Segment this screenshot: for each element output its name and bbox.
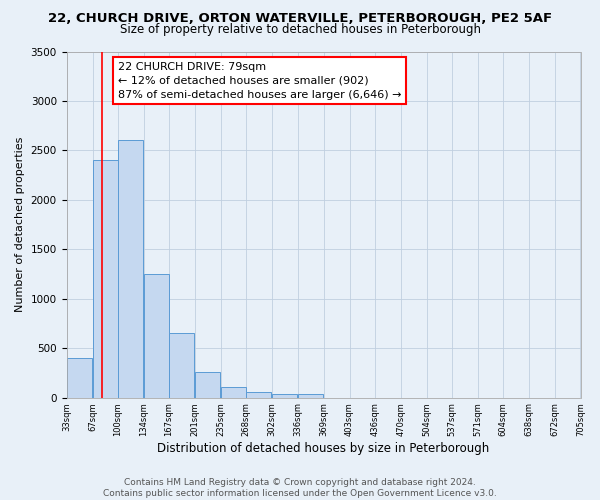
Bar [67, 358, 92, 398]
Bar [195, 372, 220, 398]
Text: Size of property relative to detached houses in Peterborough: Size of property relative to detached ho… [119, 22, 481, 36]
Bar [144, 274, 169, 398]
Text: Contains HM Land Registry data © Crown copyright and database right 2024.
Contai: Contains HM Land Registry data © Crown c… [103, 478, 497, 498]
Bar [169, 334, 194, 398]
Text: 22 CHURCH DRIVE: 79sqm
← 12% of detached houses are smaller (902)
87% of semi-de: 22 CHURCH DRIVE: 79sqm ← 12% of detached… [118, 62, 401, 100]
X-axis label: Distribution of detached houses by size in Peterborough: Distribution of detached houses by size … [157, 442, 490, 455]
Bar [221, 386, 246, 398]
Bar [118, 140, 143, 398]
Bar [247, 392, 271, 398]
Bar [272, 394, 298, 398]
Bar [298, 394, 323, 398]
Bar [92, 160, 118, 398]
Y-axis label: Number of detached properties: Number of detached properties [15, 137, 25, 312]
Text: 22, CHURCH DRIVE, ORTON WATERVILLE, PETERBOROUGH, PE2 5AF: 22, CHURCH DRIVE, ORTON WATERVILLE, PETE… [48, 12, 552, 26]
